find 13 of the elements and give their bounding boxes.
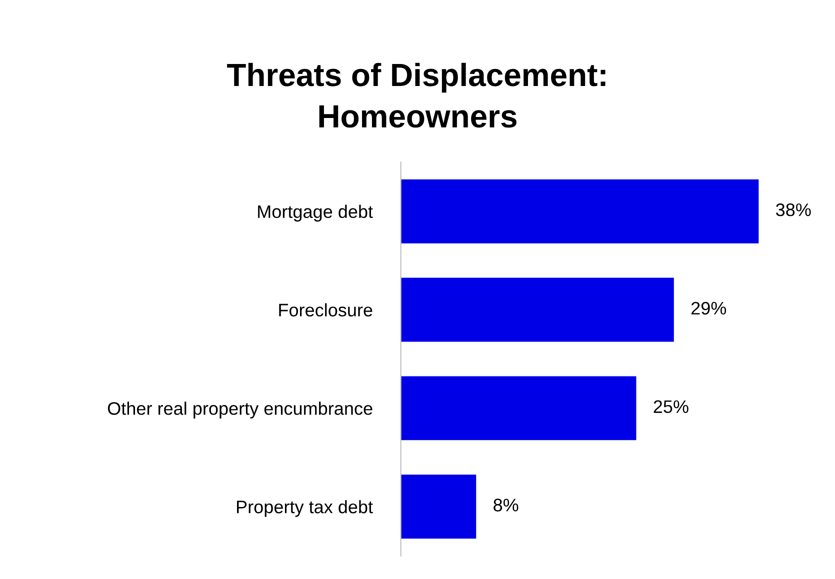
bar <box>400 179 759 244</box>
chart-title: Threats of Displacement: Homeowners <box>227 62 606 128</box>
bar <box>400 376 636 440</box>
data-label: 38% <box>776 203 811 216</box>
bar <box>400 278 674 342</box>
data-label: 29% <box>691 302 726 315</box>
y-tick-label: Foreclosure <box>279 303 372 316</box>
bar <box>400 474 476 539</box>
data-label: 8% <box>494 498 518 512</box>
data-label: 25% <box>654 400 688 414</box>
y-tick-label: Mortgage debt <box>258 204 373 222</box>
y-tick-label: Property tax debt <box>237 500 373 517</box>
y-tick-label: Other real property encumbrance <box>108 402 372 418</box>
